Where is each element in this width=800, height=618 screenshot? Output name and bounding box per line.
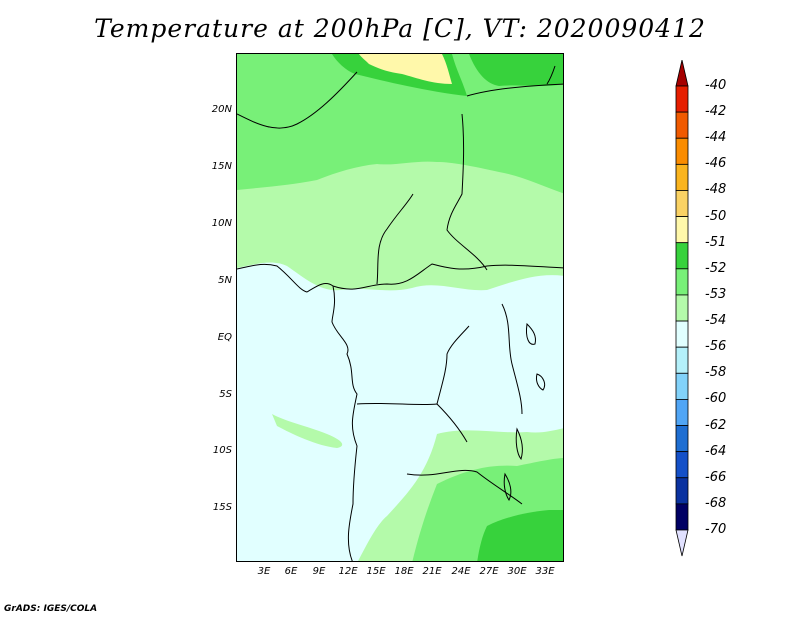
lon-label-6e: 6E: [284, 566, 298, 577]
colorbar-bottom-triangle: [675, 529, 689, 557]
colorbar-box: [675, 137, 689, 165]
lakes: [503, 322, 546, 501]
colorbar-box: [675, 190, 689, 217]
lon-label-12e: 12E: [338, 566, 358, 577]
map-panel: [236, 53, 564, 562]
colorbar-tick-label: -52: [705, 260, 727, 276]
lat-label-5n: 5N: [218, 275, 232, 286]
temperature-field: [237, 54, 563, 561]
colorbar: [675, 60, 689, 557]
colorbar-tick-label: -44: [705, 130, 727, 146]
colorbar-box: [675, 294, 689, 322]
colorbar-tick-label: -66: [705, 469, 727, 485]
map-title: Temperature at 200hPa [C], VT: 202009041…: [94, 14, 706, 43]
colorbar-box: [675, 503, 689, 531]
colorbar-tick-label: -54: [705, 313, 727, 329]
region-minus53-minus54-west-patch: [272, 414, 343, 448]
colorbar-box: [675, 451, 689, 479]
colorbar-tick-label: -68: [705, 495, 727, 511]
lon-label-18e: 18E: [394, 566, 414, 577]
colorbar-box: [675, 242, 689, 270]
lon-label-15e: 15E: [366, 566, 386, 577]
colorbar-box: [675, 85, 689, 113]
colorbar-tick-label: -62: [705, 417, 727, 433]
region-minus50-minus51: [359, 54, 452, 84]
colorbar-box: [675, 346, 689, 374]
lat-label-20n: 20N: [211, 104, 232, 115]
lon-label-21e: 21E: [422, 566, 442, 577]
colorbar-tick-label: -42: [705, 104, 727, 120]
colorbar-tick-label: -58: [705, 365, 727, 381]
region-minus51-minus52-northeast: [469, 54, 563, 86]
colorbar-tick-label: -51: [705, 234, 727, 250]
lat-label-10s: 10S: [212, 445, 232, 456]
lon-label-9e: 9E: [312, 566, 326, 577]
colorbar-box: [675, 399, 689, 426]
colorbar-box: [675, 268, 689, 296]
colorbar-box: [675, 477, 689, 505]
lon-label-30e: 30E: [507, 566, 527, 577]
country-borders: [237, 65, 563, 561]
lon-label-33e: 33E: [535, 566, 555, 577]
colorbar-box: [675, 320, 689, 348]
colorbar-tick-label: -40: [705, 78, 727, 93]
lat-label-15n: 15N: [211, 161, 232, 172]
colorbar-tick-label: -50: [705, 208, 727, 224]
colorbar-box: [675, 163, 689, 191]
colorbar-tick-label: -53: [705, 286, 727, 302]
lon-label-27e: 27E: [479, 566, 499, 577]
colorbar-tick-label: -64: [705, 443, 727, 459]
colorbar-tick-label: -60: [705, 391, 727, 407]
colorbar-box: [675, 425, 689, 453]
lon-label-3e: 3E: [257, 566, 271, 577]
colorbar-box: [675, 372, 689, 400]
colorbar-tick-label: -48: [705, 182, 727, 198]
colorbar-box: [675, 216, 689, 244]
colorbar-box: [675, 111, 689, 139]
colorbar-tick-label: -70: [705, 522, 727, 537]
lon-label-24e: 24E: [451, 566, 471, 577]
region-minus52-minus53-north: [237, 54, 563, 194]
lat-label-15s: 15S: [212, 502, 232, 513]
colorbar-tick-label: -56: [705, 339, 727, 355]
lat-label-eq: EQ: [217, 332, 232, 343]
lat-label-10n: 10N: [211, 218, 232, 229]
colorbar-top-triangle: [675, 60, 689, 87]
footer-credit: GrADS: IGES/COLA: [4, 604, 98, 614]
colorbar-tick-label: -46: [705, 156, 727, 172]
lat-label-5s: 5S: [219, 389, 232, 400]
region-minus51-minus52-south: [477, 510, 563, 561]
